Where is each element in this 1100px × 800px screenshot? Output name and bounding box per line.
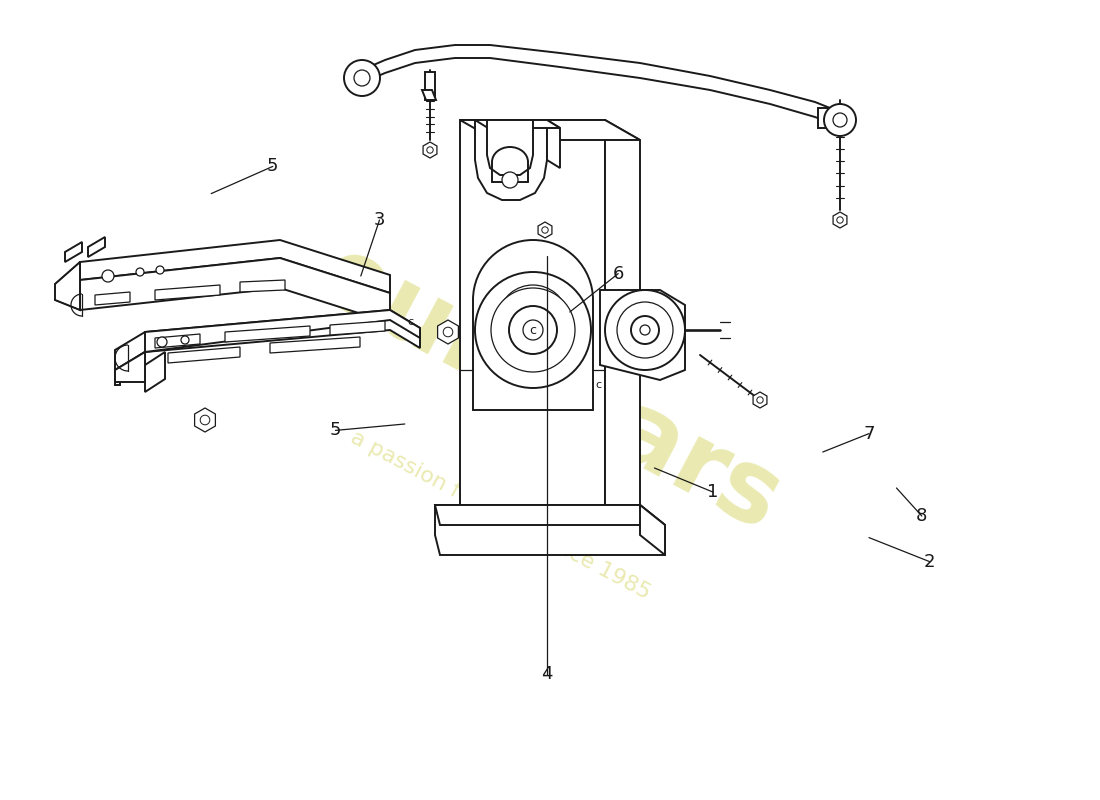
Polygon shape (605, 120, 640, 555)
Polygon shape (155, 285, 220, 300)
Text: eurOcars: eurOcars (302, 228, 798, 552)
Polygon shape (88, 237, 104, 257)
Polygon shape (116, 310, 420, 370)
Circle shape (182, 336, 189, 344)
Polygon shape (362, 45, 830, 123)
Circle shape (102, 270, 114, 282)
Polygon shape (438, 320, 459, 344)
Polygon shape (80, 240, 390, 293)
Text: 5: 5 (330, 422, 341, 439)
Circle shape (502, 172, 518, 188)
Circle shape (200, 415, 210, 425)
Polygon shape (460, 120, 605, 535)
Circle shape (354, 70, 370, 86)
Text: c: c (595, 380, 601, 390)
Polygon shape (168, 347, 240, 363)
Polygon shape (226, 326, 310, 342)
Polygon shape (754, 392, 767, 408)
Circle shape (542, 227, 548, 234)
Polygon shape (116, 352, 145, 385)
Polygon shape (240, 280, 285, 292)
Circle shape (824, 104, 856, 136)
Text: 4: 4 (541, 665, 552, 682)
Polygon shape (547, 120, 560, 168)
Text: 5: 5 (267, 158, 278, 175)
Text: 2: 2 (924, 553, 935, 570)
Circle shape (631, 316, 659, 344)
Polygon shape (155, 334, 200, 348)
Polygon shape (425, 72, 435, 100)
Polygon shape (330, 321, 385, 335)
Circle shape (156, 266, 164, 274)
Circle shape (617, 302, 673, 358)
Polygon shape (640, 505, 666, 555)
Circle shape (605, 290, 685, 370)
Polygon shape (80, 258, 390, 323)
Polygon shape (195, 408, 216, 432)
Circle shape (475, 272, 591, 388)
Polygon shape (116, 352, 145, 382)
Polygon shape (434, 505, 666, 525)
Text: c: c (529, 323, 537, 337)
Polygon shape (600, 290, 685, 380)
Circle shape (443, 327, 453, 337)
Polygon shape (270, 337, 360, 353)
Text: a passion for parts since 1985: a passion for parts since 1985 (346, 427, 653, 603)
Circle shape (427, 146, 433, 154)
Polygon shape (422, 90, 436, 100)
Circle shape (757, 397, 763, 403)
Text: 1: 1 (707, 483, 718, 501)
Circle shape (136, 268, 144, 276)
Circle shape (522, 320, 543, 340)
Text: c: c (407, 317, 414, 327)
Circle shape (833, 113, 847, 127)
Polygon shape (424, 142, 437, 158)
Text: 7: 7 (864, 425, 874, 442)
Polygon shape (95, 292, 130, 305)
Polygon shape (475, 120, 560, 128)
Polygon shape (487, 120, 534, 175)
Text: 3: 3 (374, 211, 385, 229)
Circle shape (491, 288, 575, 372)
Polygon shape (833, 212, 847, 228)
Polygon shape (65, 242, 82, 262)
Polygon shape (145, 310, 420, 352)
Circle shape (640, 325, 650, 335)
Polygon shape (818, 108, 835, 128)
Polygon shape (538, 222, 552, 238)
Polygon shape (460, 120, 640, 140)
Text: 6: 6 (613, 265, 624, 282)
Circle shape (509, 306, 557, 354)
Polygon shape (55, 262, 80, 310)
Polygon shape (434, 505, 666, 555)
Text: 8: 8 (916, 507, 927, 525)
Polygon shape (475, 120, 547, 200)
Circle shape (344, 60, 380, 96)
Circle shape (837, 217, 844, 223)
Polygon shape (116, 352, 145, 382)
Polygon shape (145, 352, 165, 392)
Circle shape (157, 337, 167, 347)
